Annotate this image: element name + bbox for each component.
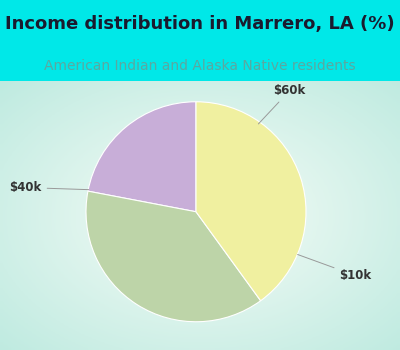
Wedge shape xyxy=(196,102,306,301)
Text: $10k: $10k xyxy=(298,254,372,282)
Text: $60k: $60k xyxy=(258,84,306,124)
Text: $40k: $40k xyxy=(9,181,89,194)
Text: Income distribution in Marrero, LA (%): Income distribution in Marrero, LA (%) xyxy=(5,15,395,33)
Wedge shape xyxy=(88,102,196,212)
Text: American Indian and Alaska Native residents: American Indian and Alaska Native reside… xyxy=(44,59,356,73)
Wedge shape xyxy=(86,191,261,322)
